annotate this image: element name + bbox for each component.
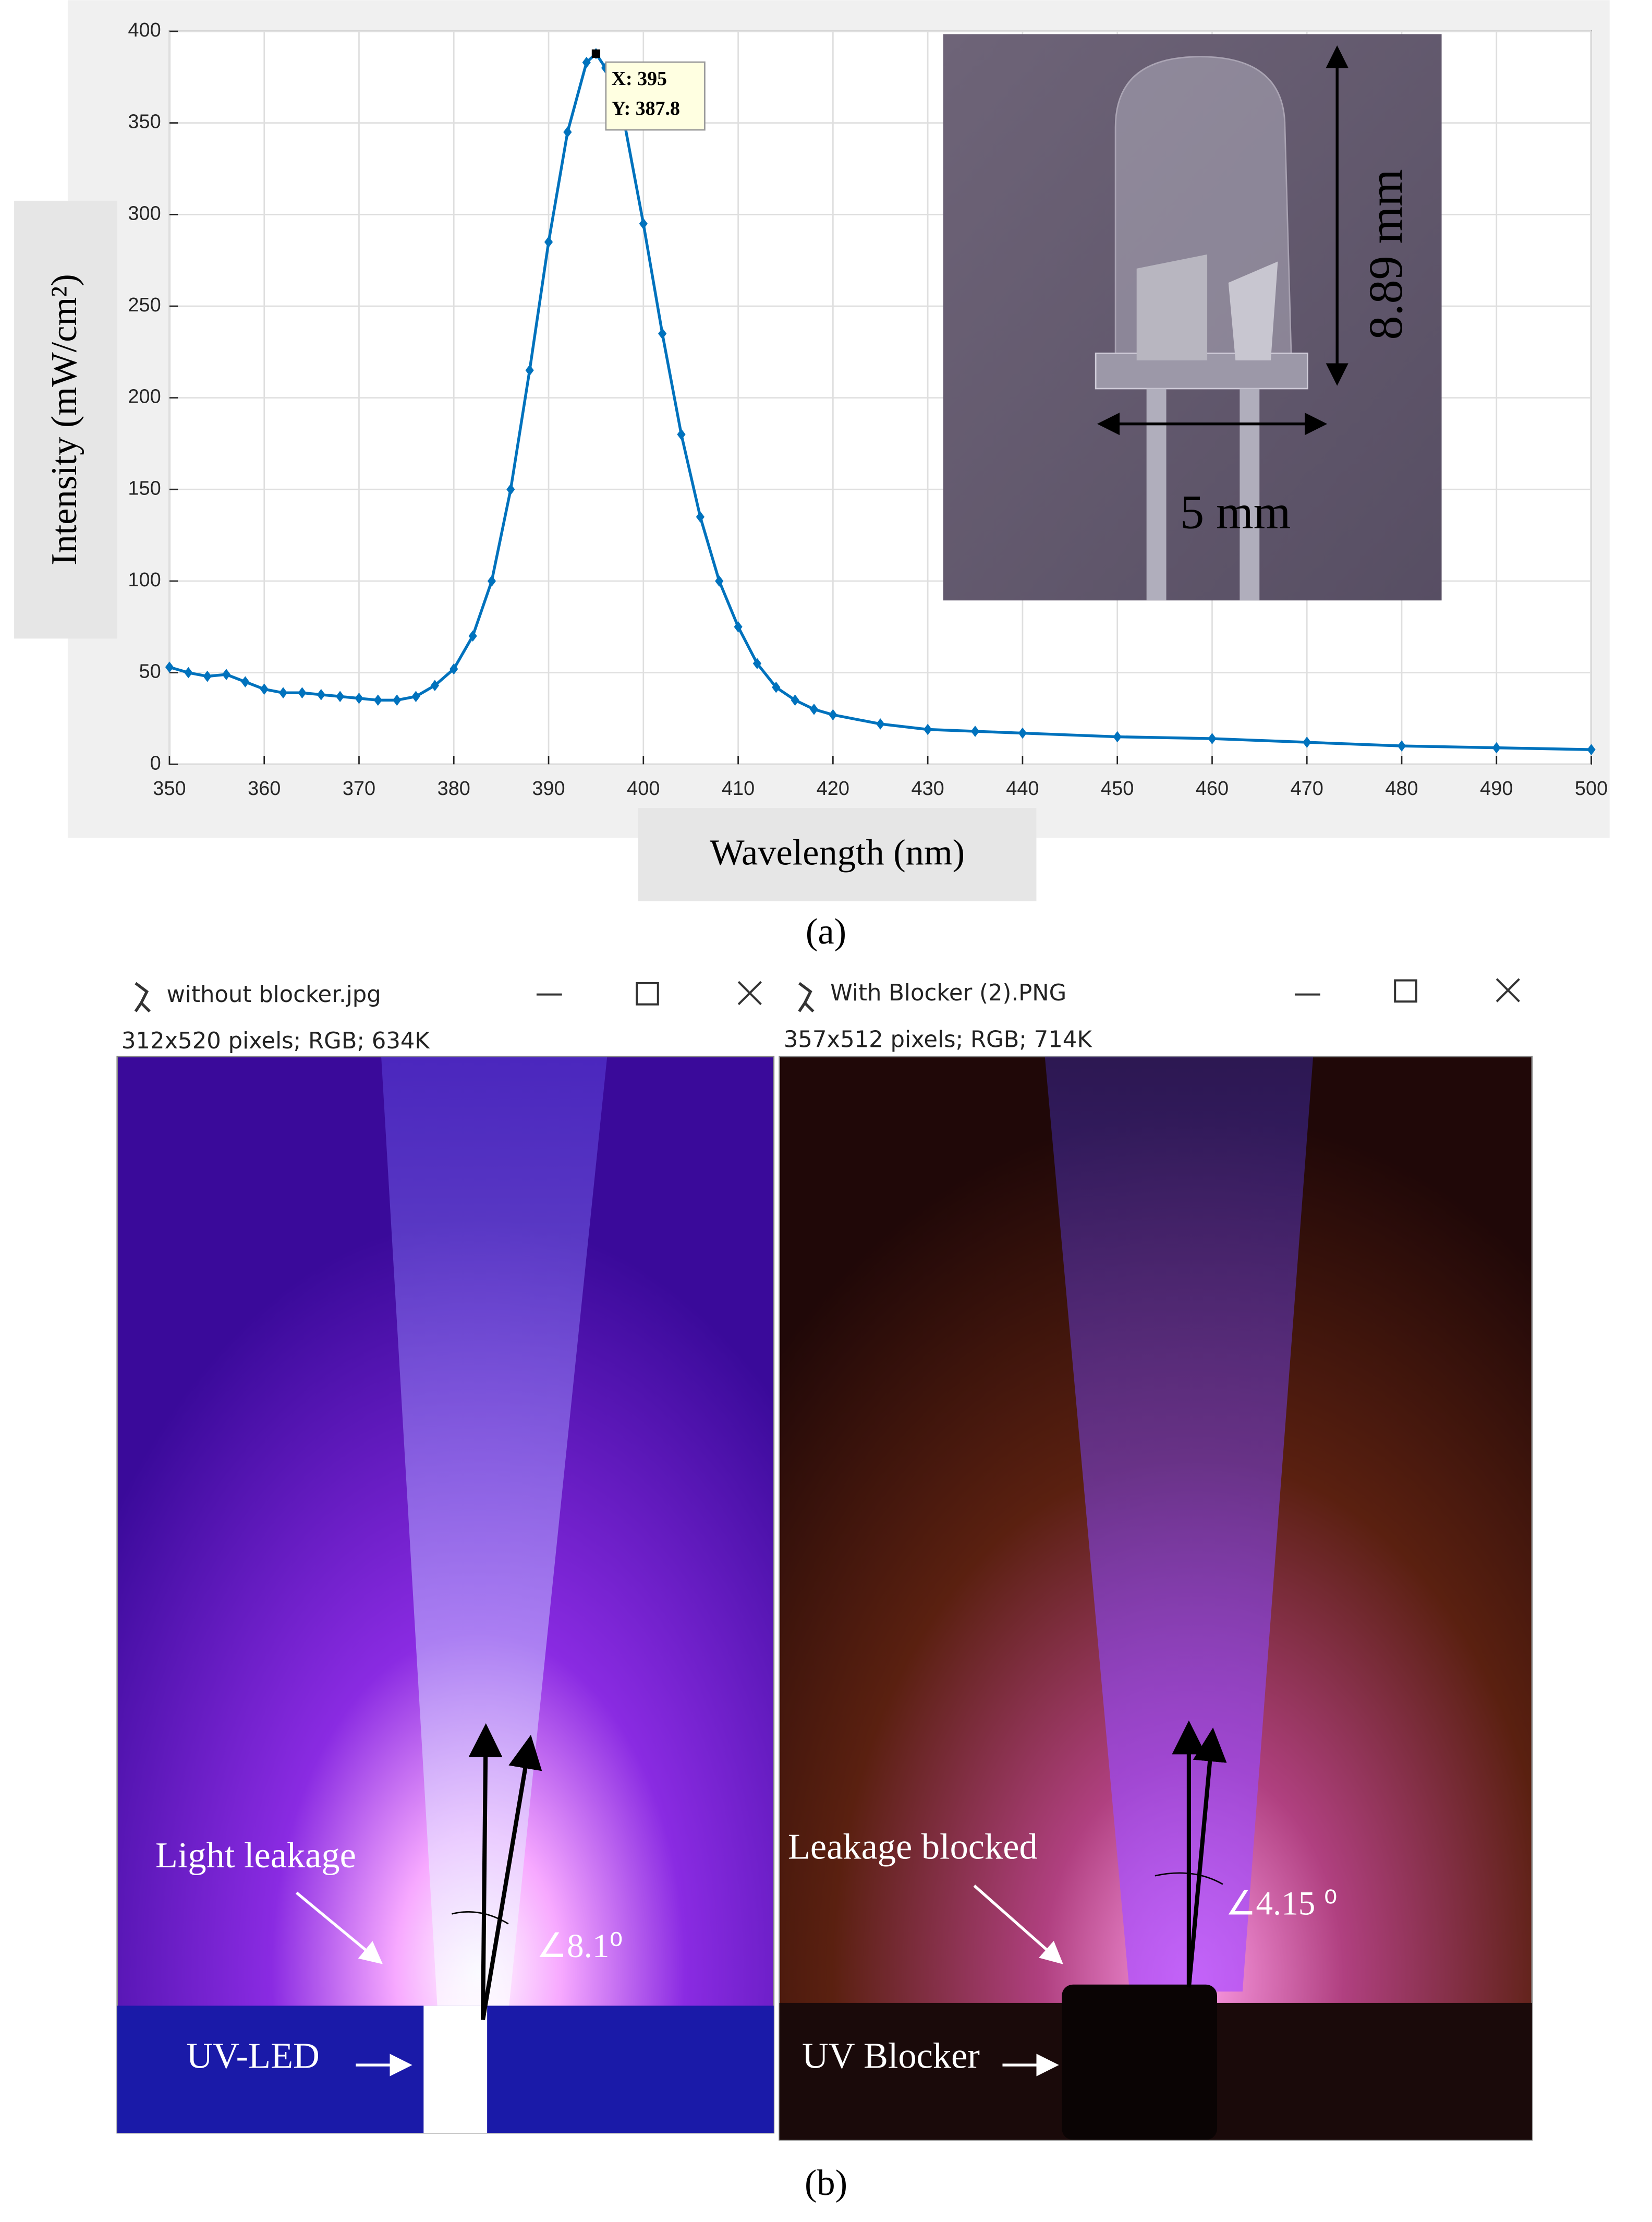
- data-point: [468, 630, 477, 642]
- data-point: [658, 328, 667, 340]
- angle-label: ∠4.15 ⁰: [1225, 1885, 1337, 1923]
- ticks: 0 50 100 150 200 250 300 350 400 350 360 370 380 390 4…: [128, 19, 1608, 800]
- inset-height-label: 8.89 mm: [1359, 169, 1412, 340]
- y-axis-label: Intensity (mW/cm²): [44, 274, 84, 565]
- data-point: [1018, 727, 1027, 739]
- x-tick-label: 500: [1575, 778, 1608, 800]
- data-point: [222, 669, 231, 680]
- data-point: [924, 723, 932, 735]
- x-tick-label: 430: [912, 778, 944, 800]
- x-tick-label: 400: [627, 778, 660, 800]
- data-point: [317, 689, 325, 701]
- panel-label: (a): [806, 911, 846, 952]
- data-point: [335, 691, 345, 703]
- window-left: [116, 972, 775, 2134]
- data-point: [734, 621, 743, 633]
- leak-label: Light leakage: [155, 1835, 356, 1876]
- data-point: [525, 365, 534, 376]
- close-button[interactable]: [737, 981, 762, 1006]
- data-point: [1397, 740, 1406, 752]
- data-point: [203, 670, 212, 682]
- y-tick-label: 150: [128, 477, 161, 499]
- data-point: [876, 718, 885, 730]
- angle-label: ∠8.1⁰: [537, 1927, 623, 1965]
- leak-label: Leakage blocked: [788, 1827, 1038, 1867]
- data-point: [1208, 733, 1217, 744]
- y-tick-label: 50: [139, 661, 161, 683]
- datatip-marker: [591, 49, 601, 58]
- data-point: [373, 694, 382, 706]
- x-tick-label: 360: [248, 778, 281, 800]
- datatip-box: [605, 61, 706, 131]
- y-tick-label: 300: [128, 202, 161, 224]
- data-point: [1303, 736, 1311, 748]
- y-tick-label: 350: [128, 111, 161, 133]
- panel-label: (b): [805, 2163, 847, 2203]
- x-tick-label: 370: [343, 778, 375, 800]
- data-point: [791, 694, 799, 706]
- data-point: [298, 687, 307, 699]
- y-tick-label: 100: [128, 569, 161, 591]
- data-point: [165, 661, 174, 673]
- window-title: without blocker.jpg: [167, 982, 381, 1008]
- x-tick-label: 470: [1291, 778, 1323, 800]
- data-point: [829, 709, 837, 721]
- y-label-box: [14, 200, 117, 639]
- data-point: [355, 692, 363, 704]
- inset-width-label: 5 mm: [1180, 486, 1291, 539]
- window-title: With Blocker (2).PNG: [830, 980, 1066, 1006]
- x-tick-label: 480: [1385, 778, 1418, 800]
- x-tick-label: 460: [1196, 778, 1229, 800]
- data-point: [752, 658, 762, 669]
- datatip-y: Y: 387.8: [612, 98, 680, 119]
- x-label-box: [638, 808, 1037, 901]
- data-point: [411, 691, 420, 703]
- x-tick-label: 350: [153, 778, 186, 800]
- y-tick-label: 0: [150, 752, 161, 774]
- maximize-button[interactable]: [636, 982, 659, 1006]
- data-point: [772, 681, 781, 693]
- source-label: UV Blocker: [802, 2035, 980, 2076]
- data-point: [487, 575, 496, 587]
- x-tick-label: 440: [1006, 778, 1039, 800]
- data-point: [430, 680, 440, 692]
- x-tick-label: 410: [722, 778, 755, 800]
- data-point: [1492, 742, 1501, 754]
- image-info: 357x512 pixels; RGB; 714K: [784, 1027, 1093, 1053]
- data-point: [450, 663, 458, 675]
- x-tick-label: 390: [532, 778, 565, 800]
- data-point: [393, 694, 402, 706]
- maximize-button[interactable]: [1394, 979, 1417, 1003]
- data-point: [715, 575, 724, 587]
- x-tick-label: 380: [438, 778, 470, 800]
- data-point: [696, 511, 704, 523]
- x-tick-label: 490: [1480, 778, 1513, 800]
- y-tick-label: 250: [128, 294, 161, 316]
- datatip-x: X: 395: [612, 68, 667, 90]
- x-tick-label: 420: [817, 778, 849, 800]
- source-label: UV-LED: [186, 2035, 319, 2076]
- data-point: [1587, 744, 1596, 755]
- data-point: [970, 726, 980, 737]
- y-tick-label: 400: [128, 19, 161, 41]
- inset-photo: [943, 34, 1442, 601]
- window-right: [779, 972, 1533, 2141]
- data-point: [506, 484, 515, 496]
- y-tick-label: 200: [128, 386, 161, 408]
- x-tick-label: 450: [1101, 778, 1134, 800]
- x-axis-label: Wavelength (nm): [710, 832, 965, 873]
- data-point: [582, 56, 591, 68]
- image-info: 312x520 pixels; RGB; 634K: [122, 1028, 431, 1054]
- close-button[interactable]: [1496, 978, 1520, 1003]
- data-point: [809, 704, 819, 715]
- data-point: [544, 236, 553, 248]
